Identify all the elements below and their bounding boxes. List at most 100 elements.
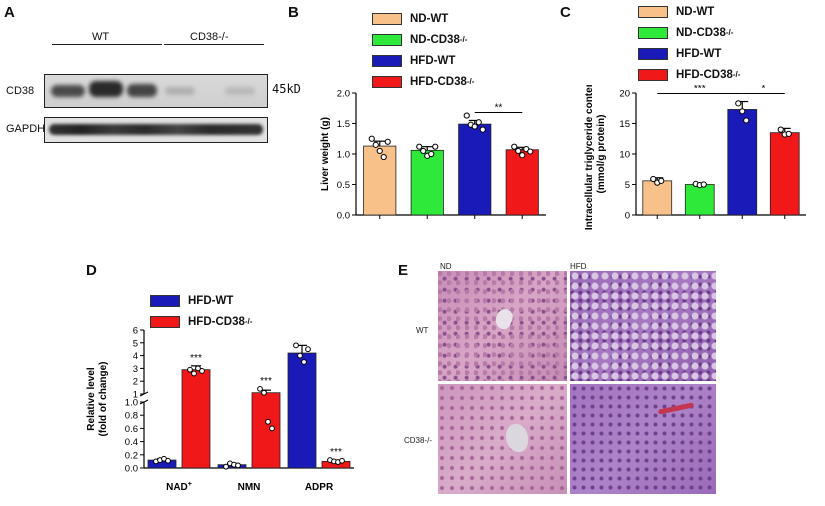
legend-label: HFD-WT: [676, 47, 722, 60]
cd38-band: [127, 84, 157, 97]
data-point: [475, 119, 482, 126]
data-point: [432, 143, 439, 150]
wt-group-line: [52, 44, 162, 45]
cd38-band: [165, 87, 195, 95]
legend-label: HFD-CD38: [410, 75, 467, 88]
legend-item: HFD-WT: [372, 50, 474, 71]
ko-group-line: [164, 44, 264, 45]
y-axis-title: Intracellular triglyceride content(mmol/…: [584, 85, 607, 230]
bar: [727, 109, 758, 216]
bar: [363, 145, 397, 216]
data-point: [368, 135, 375, 142]
data-point: [376, 147, 383, 155]
data-point: [739, 108, 746, 115]
data-point: [261, 389, 267, 396]
central-vein: [506, 424, 528, 452]
legend-item: ND-WT: [372, 8, 474, 29]
significance-label: *: [762, 85, 766, 95]
legend-swatch: [638, 5, 668, 18]
data-point: [235, 462, 241, 469]
relative-level-chart: 1 2 3 4 56 0.0 0.2 0.4 0.6 0.8 1.0 Relative level(f…: [86, 326, 354, 493]
data-point: [199, 368, 205, 374]
he-image-nd-wt: [438, 271, 567, 381]
significance-label: ***: [190, 353, 202, 364]
y-tick-label: 4: [133, 351, 138, 362]
data-point: [463, 112, 470, 119]
significance-label: **: [495, 102, 503, 113]
legend-label: ND-CD38: [676, 26, 726, 39]
bar: [410, 149, 444, 216]
significance-label: ***: [330, 447, 342, 458]
legend-swatch: [150, 315, 180, 328]
y-tick-label: 0.0: [337, 211, 350, 222]
legend-c: ND-WT ND-CD38 -/- HFD-WT HFD-CD38 -/-: [638, 1, 740, 85]
data-point: [269, 425, 275, 432]
data-point: [658, 177, 665, 184]
data-point: [511, 143, 518, 150]
data-point: [519, 152, 526, 159]
data-point: [428, 150, 435, 158]
bar: [505, 149, 539, 216]
y-tick-label: 0.2: [125, 450, 138, 461]
panel-letter-b: B: [288, 4, 299, 21]
legend-swatch: [638, 68, 668, 81]
y-tick-label: 3: [133, 364, 138, 375]
gapdh-band: [49, 124, 263, 135]
bar: [251, 392, 281, 469]
y-tick-label: 0.6: [125, 424, 138, 435]
data-point: [301, 359, 307, 365]
data-point: [265, 418, 271, 425]
data-point: [380, 153, 387, 161]
data-point: [195, 365, 201, 372]
data-point: [515, 147, 522, 155]
legend-item: ND-WT: [638, 1, 740, 22]
data-point: [223, 463, 229, 470]
legend-b: ND-WT ND-CD38 -/- HFD-WT HFD-CD38 -/-: [372, 8, 474, 92]
vessel: [657, 402, 695, 415]
legend-label: HFD-WT: [410, 54, 456, 67]
gapdh-row-label: GAPDH: [6, 123, 46, 135]
legend-swatch: [150, 294, 180, 307]
cd38-band: [51, 85, 85, 97]
y-axis-title: Relative level(fold of change): [86, 362, 109, 437]
legend-label: HFD-CD38: [676, 68, 733, 81]
legend-item: ND-CD38 -/-: [372, 29, 474, 50]
significance-label: ***: [260, 376, 272, 387]
legend-sup: -/-: [244, 317, 253, 326]
legend-swatch: [372, 33, 402, 46]
bar: [458, 123, 492, 216]
he-image-hfd-ko: [570, 384, 716, 494]
y-tick-label: 10: [619, 150, 630, 161]
bar: [684, 184, 715, 216]
y-tick-label: 2.0: [337, 89, 350, 100]
bar: [642, 180, 673, 216]
legend-swatch: [372, 75, 402, 88]
legend-swatch: [638, 26, 668, 39]
y-tick-label: 2: [133, 377, 138, 388]
data-point: [297, 352, 303, 359]
data-point: [650, 175, 657, 183]
cd38-row-label: CD38: [6, 85, 35, 97]
y-tick-label: 1.0: [337, 150, 350, 161]
data-point: [384, 138, 391, 145]
legend-item: HFD-CD38 -/-: [150, 311, 252, 332]
data-point: [293, 342, 299, 349]
data-point: [187, 366, 193, 373]
he-col-label-hfd: HFD: [570, 262, 587, 271]
legend-d: HFD-WT HFD-CD38 -/-: [150, 290, 252, 332]
legend-label: HFD-CD38: [188, 315, 245, 328]
data-point: [305, 346, 311, 353]
y-tick-label: 6: [133, 326, 138, 337]
data-point: [416, 143, 423, 150]
data-point: [257, 385, 263, 392]
data-point: [527, 148, 534, 155]
x-category-label: NAD+: [166, 481, 192, 493]
data-point: [471, 123, 478, 130]
x-category-label: ADPR: [305, 482, 334, 493]
y-tick-label: 0.0: [125, 464, 138, 475]
he-row-label-ko: CD38-/-: [404, 436, 433, 445]
data-point: [479, 126, 486, 133]
triglyceride-chart: 0 5 10 15 20 Intracellular triglyceride conte…: [584, 85, 806, 230]
x-category-sup: +: [188, 481, 192, 488]
y-tick-label: 0.5: [337, 180, 350, 191]
